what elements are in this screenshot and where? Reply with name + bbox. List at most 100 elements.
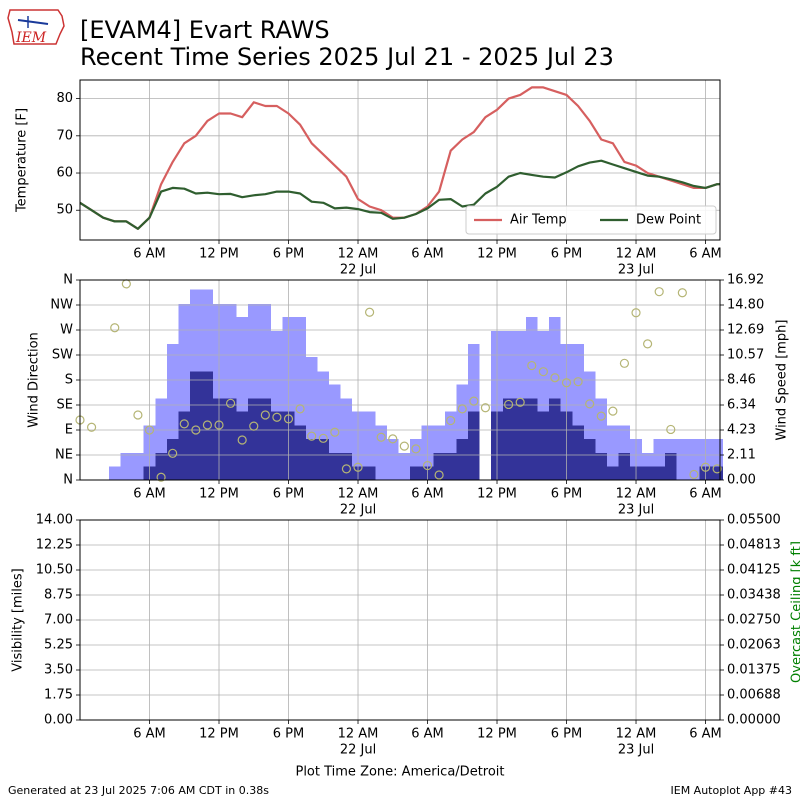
x-tick-label: 12 AM — [338, 727, 379, 742]
wind-direction-point — [585, 399, 595, 409]
x-tick-label: 12 PM — [199, 247, 239, 262]
visibility-panel: 0.00 1.75 3.50 5.25 7.00 8.75 10.50 12.25 14.00 6… — [11, 513, 800, 780]
wind-direction-point — [144, 425, 155, 435]
gust-bar — [456, 384, 469, 480]
wind-direction-point — [434, 470, 444, 480]
gust-bar — [178, 303, 191, 480]
speed-bar — [641, 466, 654, 480]
wind-direction-point — [214, 420, 224, 430]
gust-bar — [653, 439, 665, 480]
y2-tick-label: 0.01375 — [727, 663, 781, 678]
speed-bar — [653, 466, 665, 480]
x-tick-label: 6 PM — [551, 247, 582, 262]
speed-bar — [514, 398, 526, 480]
y-tick-label: N — [63, 473, 73, 488]
app-id: IEM Autoplot App #43 — [670, 784, 793, 797]
gust-bar — [363, 411, 376, 480]
iem-logo: IEM — [6, 6, 68, 54]
speed-bar — [410, 466, 422, 480]
wind-direction-point — [480, 403, 491, 413]
wind-direction-point — [110, 323, 120, 333]
speed-bar — [456, 439, 469, 480]
speed-bar — [537, 411, 550, 480]
y-tick-label: S — [65, 373, 73, 388]
speed-bar — [468, 411, 480, 480]
gust-bar — [224, 303, 237, 480]
wind-direction-point — [399, 441, 409, 451]
wind-direction-point — [330, 427, 340, 437]
y2-tick-label: 0.00000 — [727, 713, 781, 728]
y2-tick-label: 8.46 — [727, 373, 756, 388]
gust-bar — [549, 316, 561, 480]
x-date-label: 22 Jul — [340, 743, 376, 758]
y2-tick-label: 16.92 — [727, 273, 764, 288]
y-tick-label: E — [65, 423, 73, 438]
wind-direction-point — [550, 373, 560, 383]
y-tick-label: 50 — [56, 203, 73, 218]
speed-bar — [502, 398, 515, 480]
wind-direction-point — [469, 396, 479, 406]
x-tick-label: 6 PM — [273, 487, 304, 502]
y-axis-label: Temperature [F] — [15, 108, 30, 213]
y2-tick-label: 0.04813 — [727, 538, 781, 553]
y2-tick-label: 14.80 — [727, 298, 764, 313]
wind-direction-point — [295, 404, 305, 414]
iowa-outline — [7, 9, 65, 45]
y-tick-label: 3.50 — [44, 663, 73, 678]
wind-direction-point — [596, 411, 606, 421]
gust-bar — [271, 331, 283, 480]
gust-bar — [317, 371, 330, 480]
x-date-label: 22 Jul — [340, 263, 376, 278]
wind-direction-point — [307, 431, 317, 441]
wind-direction-point — [608, 406, 618, 416]
speed-bar — [664, 452, 677, 480]
gust-bar — [676, 439, 689, 480]
speed-bar — [595, 452, 608, 480]
y2-tick-label: 0.00 — [727, 473, 756, 488]
y2-axis-label: Wind Speed [mph] — [775, 320, 790, 441]
logo-text: IEM — [15, 30, 47, 46]
speed-bar — [224, 398, 237, 480]
y-tick-label: 12.25 — [36, 538, 73, 553]
wind-direction-point — [411, 444, 421, 454]
gust-bar — [166, 344, 179, 480]
wind-direction-point — [249, 421, 259, 431]
wind-direction-point — [202, 420, 213, 430]
gust-bar — [583, 371, 596, 480]
speed-bar — [271, 411, 283, 480]
y-tick-label: 80 — [56, 91, 73, 106]
speed-bar — [363, 466, 376, 480]
legend-air-temp-label: Air Temp — [510, 213, 567, 228]
x-tick-label: 12 PM — [199, 487, 239, 502]
x-tick-label: 12 PM — [477, 487, 517, 502]
x-tick-label: 12 PM — [199, 727, 239, 742]
gust-bar — [537, 331, 550, 480]
y-tick-label: 8.75 — [44, 588, 73, 603]
wind-direction-point — [619, 358, 630, 368]
wind-direction-point — [191, 425, 201, 435]
gust-bar — [711, 439, 723, 480]
legend-box — [465, 205, 717, 235]
wind-direction-point — [666, 424, 676, 435]
y-axis-label: Wind Direction — [27, 332, 42, 428]
x-date-label: 22 Jul — [340, 503, 376, 518]
speed-bar — [247, 398, 260, 480]
y2-axis-label: Overcast Ceiling [k ft] — [790, 541, 800, 683]
speed-bar — [178, 411, 191, 480]
wind-direction-point — [353, 462, 363, 472]
wind-direction-point — [527, 360, 537, 371]
speed-bar — [259, 398, 272, 480]
y-tick-label: 60 — [56, 166, 73, 181]
speed-bar — [525, 398, 538, 480]
x-tick-label: 12 AM — [616, 727, 657, 742]
wind-direction-point — [260, 410, 270, 420]
x-tick-label: 6 AM — [133, 247, 166, 262]
gust-bar — [329, 384, 341, 480]
chart-subtitle: Recent Time Series 2025 Jul 21 - 2025 Ju… — [80, 43, 614, 71]
x-tick-label: 6 AM — [411, 487, 444, 502]
wind-direction-point — [341, 464, 352, 474]
wind-direction-point — [272, 412, 282, 422]
y-tick-label: NE — [55, 448, 73, 463]
wind-direction-point — [561, 378, 572, 388]
